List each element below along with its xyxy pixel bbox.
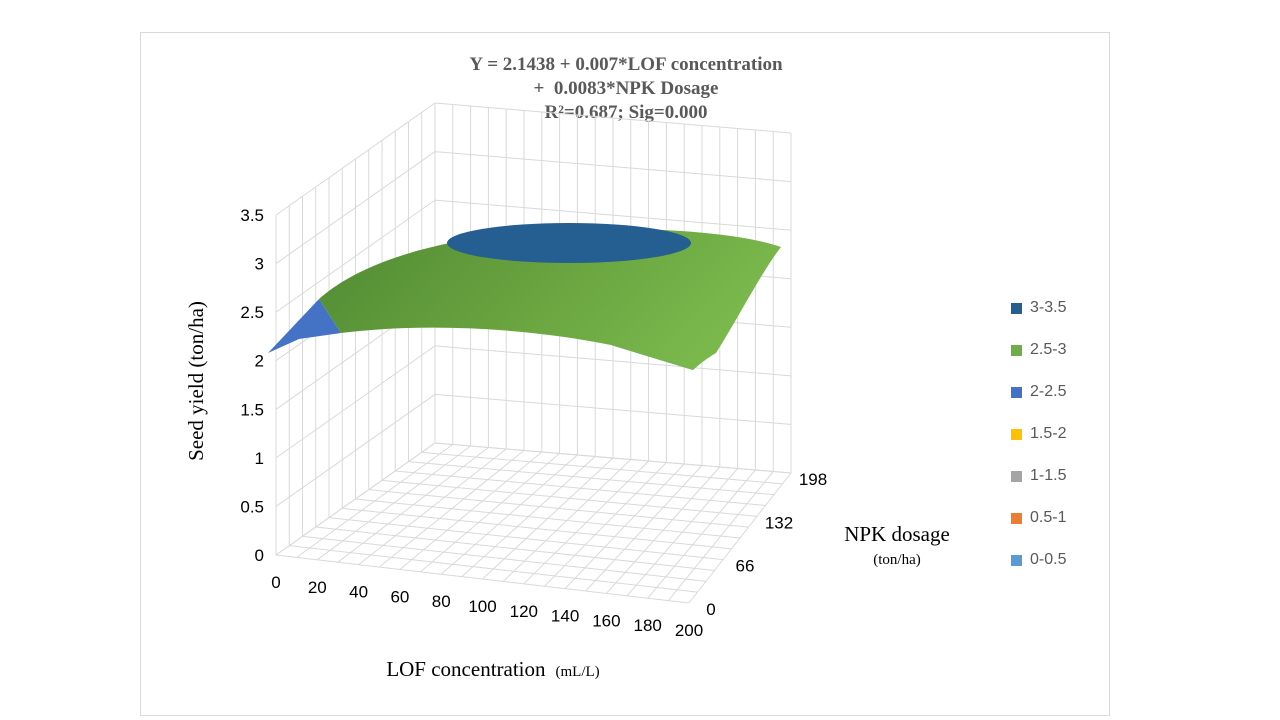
grid-line xyxy=(434,393,792,425)
depth-axis-label: NPK dosage xyxy=(844,522,950,546)
depth-axis-unit: (ton/ha) xyxy=(873,552,920,568)
title-line-2: + 0.0083*NPK Dosage xyxy=(533,78,719,99)
x-tick-label: 80 xyxy=(432,592,451,611)
grid-line xyxy=(434,442,792,474)
legend-label: 0.5-1 xyxy=(1030,509,1067,526)
floor-grid xyxy=(275,442,792,604)
legend-item: 0-0.5 xyxy=(1011,539,1066,581)
legend-item: 0.5-1 xyxy=(1011,497,1066,539)
grid-line xyxy=(342,507,732,550)
legend-item: 2.5-3 xyxy=(1011,329,1066,371)
chart-frame: Y = 2.1438 + 0.007*LOF concentration + 0… xyxy=(140,32,1110,716)
x-tick-label: 60 xyxy=(390,587,409,606)
legend-item: 2-2.5 xyxy=(1011,371,1066,413)
z-tick-label: 0 xyxy=(255,546,264,565)
x-tick-label: 160 xyxy=(592,611,620,630)
grid-line xyxy=(368,489,749,528)
legend-swatch xyxy=(1011,554,1022,566)
x-axis-label-unit: (mL/L) xyxy=(556,664,600,680)
depth-tick-label: 132 xyxy=(765,513,793,532)
legend: 3-3.5 2.5-3 2-2.5 1.5-2 1-1.5 0.5-1 0-0.5 xyxy=(1011,287,1066,581)
grid-line xyxy=(421,451,783,485)
grid-line xyxy=(395,470,766,506)
x-tick-label: 0 xyxy=(271,573,280,592)
grid-line xyxy=(434,345,792,377)
z-tick-label: 0.5 xyxy=(240,497,264,516)
z-tick-label: 1.5 xyxy=(240,400,264,419)
z-tick-label: 3 xyxy=(255,255,264,274)
grid-line xyxy=(355,498,741,539)
legend-item: 3-3.5 xyxy=(1011,287,1066,329)
legend-swatch xyxy=(1011,344,1022,356)
legend-swatch xyxy=(1011,428,1022,440)
x-axis-ticks: 0 20 40 60 80 100 120 140 160 180 200 xyxy=(271,573,703,640)
grid-line xyxy=(434,199,792,231)
grid-line xyxy=(434,151,792,183)
legend-label: 3-3.5 xyxy=(1030,299,1067,316)
x-tick-label: 20 xyxy=(308,578,327,597)
x-tick-label: 200 xyxy=(675,621,703,640)
surface-green-band xyxy=(319,228,781,370)
legend-label: 0-0.5 xyxy=(1030,551,1067,568)
legend-label: 1-1.5 xyxy=(1030,467,1067,484)
depth-tick-label: 198 xyxy=(799,470,827,489)
side-wall-grid xyxy=(275,102,436,556)
chart-title: Y = 2.1438 + 0.007*LOF concentration + 0… xyxy=(141,53,1111,125)
z-tick-label: 2.5 xyxy=(240,303,264,322)
grid-line xyxy=(302,535,707,582)
depth-tick-label: 66 xyxy=(736,557,755,576)
title-line-3: R²=0.687; Sig=0.000 xyxy=(544,102,708,123)
z-tick-label: 2 xyxy=(255,352,264,371)
legend-label: 2-2.5 xyxy=(1030,383,1067,400)
z-axis-ticks: 0 0.5 1 1.5 2 2.5 3 3.5 xyxy=(240,206,264,565)
x-tick-label: 120 xyxy=(510,602,538,621)
x-tick-label: 100 xyxy=(468,597,496,616)
legend-swatch xyxy=(1011,386,1022,398)
legend-item: 1-1.5 xyxy=(1011,455,1066,497)
surface-plot: 0 0.5 1 1.5 2 2.5 3 3.5 0 20 40 60 80 100 120 140 160 18… xyxy=(184,102,950,681)
surface-peak-band xyxy=(447,223,691,263)
response-surface xyxy=(268,223,781,370)
depth-tick-label: 0 xyxy=(706,600,715,619)
x-tick-label: 40 xyxy=(349,583,368,602)
legend-label: 2.5-3 xyxy=(1030,341,1067,358)
x-tick-label: 140 xyxy=(551,607,579,626)
grid-line xyxy=(408,461,775,496)
legend-swatch xyxy=(1011,470,1022,482)
grid-line xyxy=(315,526,715,571)
legend-swatch xyxy=(1011,512,1022,524)
grid-line xyxy=(289,545,698,593)
x-axis-label-text: LOF concentration xyxy=(386,657,546,681)
grid-line xyxy=(275,554,690,604)
z-tick-label: 3.5 xyxy=(240,206,264,225)
legend-label: 1.5-2 xyxy=(1030,425,1067,442)
title-line-1: Y = 2.1438 + 0.007*LOF concentration xyxy=(469,54,783,75)
legend-item: 1.5-2 xyxy=(1011,413,1066,455)
legend-swatch xyxy=(1011,302,1022,314)
depth-axis-ticks: 0 66 132 198 xyxy=(706,470,827,619)
grid-line xyxy=(328,517,724,561)
z-tick-label: 1 xyxy=(255,449,264,468)
grid-line xyxy=(381,479,758,517)
surface-low-band-left xyxy=(268,299,341,353)
x-tick-label: 180 xyxy=(634,616,662,635)
x-axis-label: LOF concentration (mL/L) xyxy=(386,657,599,681)
grid-line xyxy=(434,102,792,134)
y-axis-label: Seed yield (ton/ha) xyxy=(184,301,208,461)
